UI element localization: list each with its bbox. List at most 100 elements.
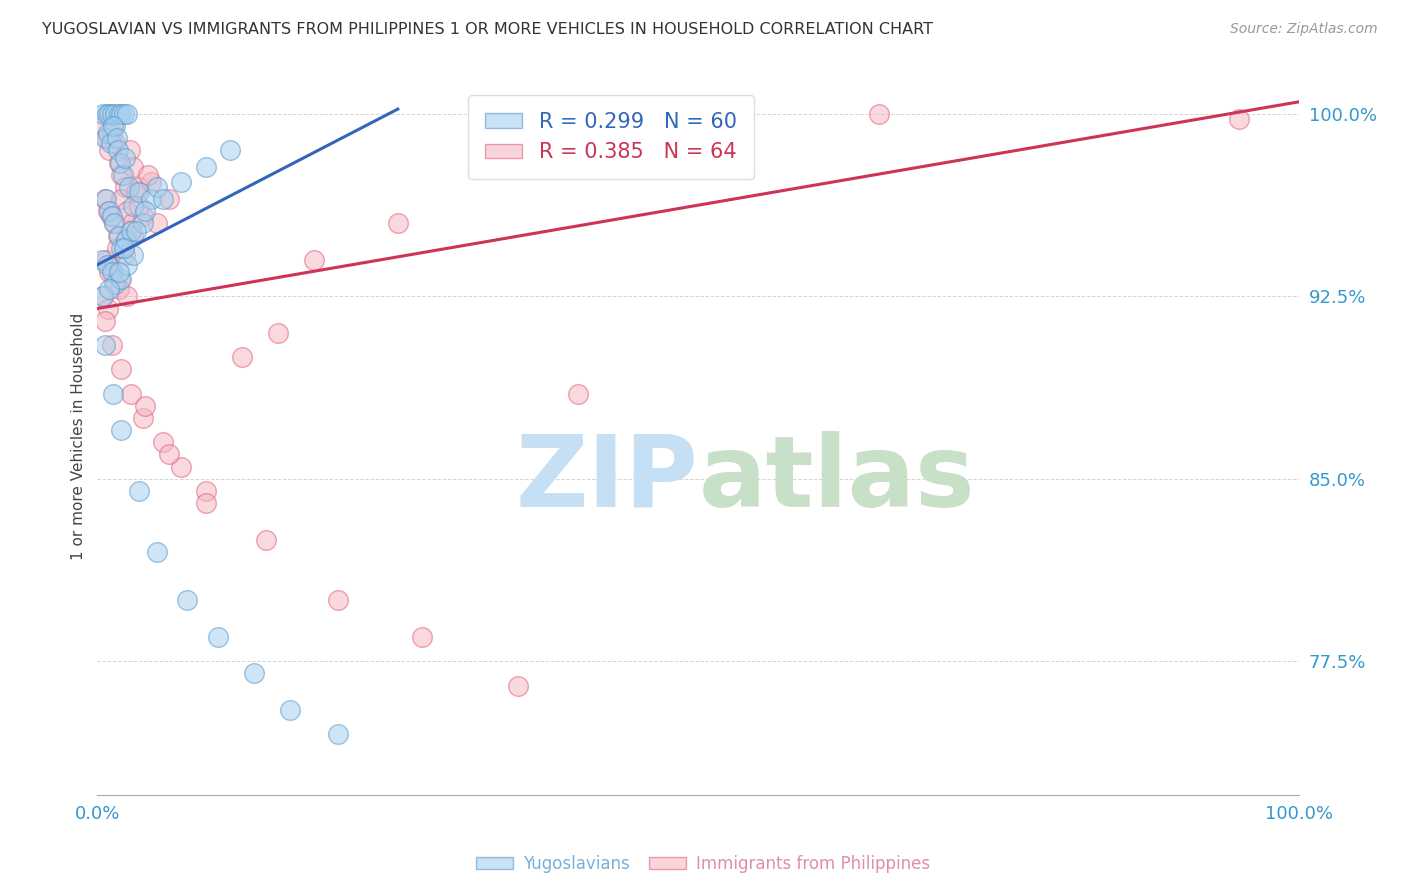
Point — [93, 107, 115, 121]
Point — [132, 411, 155, 425]
Point — [125, 185, 148, 199]
Point — [506, 679, 529, 693]
Point — [112, 241, 135, 255]
Point — [128, 483, 150, 498]
Point — [108, 107, 131, 121]
Point — [231, 350, 253, 364]
Point — [302, 252, 325, 267]
Point — [93, 289, 115, 303]
Point — [132, 209, 155, 223]
Point — [91, 252, 114, 267]
Point — [122, 248, 145, 262]
Point — [97, 301, 120, 316]
Point — [141, 192, 163, 206]
Point — [122, 228, 145, 243]
Point — [93, 119, 115, 133]
Point — [93, 192, 115, 206]
Point — [146, 216, 169, 230]
Point — [110, 423, 132, 437]
Point — [170, 175, 193, 189]
Point — [93, 131, 115, 145]
Point — [110, 241, 132, 255]
Point — [105, 131, 128, 145]
Point — [120, 224, 142, 238]
Point — [326, 593, 349, 607]
Point — [266, 326, 288, 340]
Point — [170, 459, 193, 474]
Point — [120, 386, 142, 401]
Point — [101, 119, 124, 133]
Point — [114, 180, 136, 194]
Point — [141, 175, 163, 189]
Point — [152, 192, 174, 206]
Point — [134, 399, 156, 413]
Point — [121, 216, 143, 230]
Point — [194, 496, 217, 510]
Point — [194, 161, 217, 175]
Point — [94, 252, 117, 267]
Point — [108, 265, 131, 279]
Point — [94, 192, 117, 206]
Point — [326, 727, 349, 741]
Point — [114, 248, 136, 262]
Point — [136, 168, 159, 182]
Text: atlas: atlas — [699, 431, 974, 528]
Point — [100, 338, 122, 352]
Point — [98, 265, 121, 279]
Point — [104, 277, 127, 292]
Point — [104, 119, 127, 133]
Point — [101, 386, 124, 401]
Point — [110, 272, 132, 286]
Point — [96, 258, 118, 272]
Point — [387, 216, 409, 230]
Point — [122, 199, 145, 213]
Point — [108, 272, 131, 286]
Point — [104, 136, 127, 150]
Legend: R = 0.299   N = 60, R = 0.385   N = 64: R = 0.299 N = 60, R = 0.385 N = 64 — [468, 95, 754, 178]
Point — [117, 289, 139, 303]
Point — [1227, 112, 1250, 126]
Point — [110, 192, 132, 206]
Point — [128, 180, 150, 194]
Point — [105, 241, 128, 255]
Point — [115, 234, 138, 248]
Point — [100, 209, 122, 223]
Point — [118, 144, 141, 158]
Point — [194, 483, 217, 498]
Point — [98, 144, 121, 158]
Point — [110, 362, 132, 376]
Point — [110, 107, 132, 121]
Point — [108, 155, 131, 169]
Point — [134, 204, 156, 219]
Point — [111, 168, 134, 182]
Text: Source: ZipAtlas.com: Source: ZipAtlas.com — [1230, 22, 1378, 37]
Y-axis label: 1 or more Vehicles in Household: 1 or more Vehicles in Household — [72, 312, 86, 560]
Point — [103, 216, 125, 230]
Point — [108, 155, 131, 169]
Point — [100, 127, 122, 141]
Point — [101, 265, 124, 279]
Point — [117, 180, 139, 194]
Point — [96, 107, 118, 121]
Point — [98, 204, 121, 219]
Point — [107, 144, 129, 158]
Point — [207, 630, 229, 644]
Point — [159, 448, 181, 462]
Point — [146, 180, 169, 194]
Point — [110, 168, 132, 182]
Point — [98, 258, 121, 272]
Point — [128, 199, 150, 213]
Point — [120, 224, 142, 238]
Point — [278, 703, 301, 717]
Point — [146, 545, 169, 559]
Point — [108, 282, 131, 296]
Point — [97, 204, 120, 219]
Point — [112, 107, 135, 121]
Point — [93, 314, 115, 328]
Point — [567, 386, 589, 401]
Point — [103, 277, 125, 292]
Point — [93, 338, 115, 352]
Point — [411, 630, 433, 644]
Point — [104, 107, 127, 121]
Point — [125, 224, 148, 238]
